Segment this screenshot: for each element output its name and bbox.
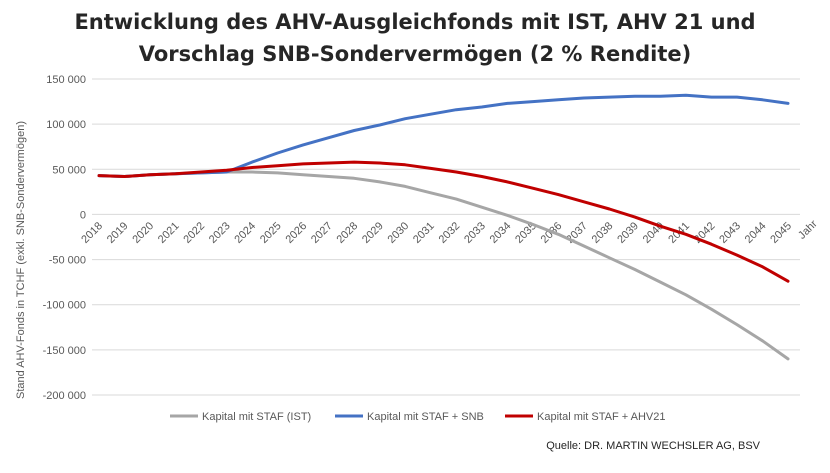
series-line-0 xyxy=(97,170,790,361)
legend-label-1: Kapital mit STAF + SNB xyxy=(367,411,484,423)
series-line-1 xyxy=(97,93,790,178)
x-tick-label: 2018 xyxy=(79,220,105,246)
x-tick-label: 2022 xyxy=(181,220,207,246)
x-tick-label: 2029 xyxy=(360,220,386,246)
x-tick-label: 2033 xyxy=(462,220,488,246)
y-tick-label: -50 000 xyxy=(49,255,86,267)
x-tick-label: 2026 xyxy=(283,220,309,246)
chart-title: Entwicklung des AHV-Ausgleichfonds mit I… xyxy=(0,6,830,70)
x-tick-label: 2043 xyxy=(717,220,743,246)
x-tick-label: 2044 xyxy=(743,220,769,246)
y-tick-label: -100 000 xyxy=(43,300,86,312)
series-line-2 xyxy=(97,160,790,283)
x-tick-label: 2020 xyxy=(130,220,156,246)
x-tick-label: 2024 xyxy=(232,220,258,246)
source-note: Quelle: DR. MARTIN WECHSLER AG, BSV xyxy=(546,440,760,452)
x-tick-label: 2025 xyxy=(258,220,284,246)
x-tick-label: 2027 xyxy=(309,220,335,246)
x-tick-label: 2021 xyxy=(156,220,182,246)
x-tick-label: 2031 xyxy=(411,220,437,246)
x-axis-label: Jahr xyxy=(796,218,820,242)
x-tick-label: 2038 xyxy=(590,220,616,246)
x-tick-labels: 2018 2019 2020 2021 2022 2023 2024 2025 2026 2027… xyxy=(79,220,794,246)
x-tick-label: 2019 xyxy=(105,220,131,246)
chart-title-line-1: Entwicklung des AHV-Ausgleichfonds mit I… xyxy=(74,10,756,34)
y-axis-label: Stand AHV-Fonds in TCHF (exkl. SNB-Sonde… xyxy=(15,121,27,399)
y-tick-label: 0 xyxy=(80,209,86,221)
chart-title-line-2: Vorschlag SNB-Sondervermögen (2 % Rendit… xyxy=(138,42,692,66)
x-tick-label: 2030 xyxy=(386,220,412,246)
legend-label-0: Kapital mit STAF (IST) xyxy=(202,411,311,423)
legend-label-2: Kapital mit STAF + AHV21 xyxy=(537,411,666,423)
legend: Kapital mit STAF (IST) Kapital mit STAF +… xyxy=(170,411,666,423)
y-tick-label: -150 000 xyxy=(43,345,86,357)
y-tick-label: -200 000 xyxy=(43,390,86,402)
y-tick-labels: 150 000 100 000 50 000 0 -50 000 -100 000 -150… xyxy=(43,74,86,402)
x-tick-label: 2023 xyxy=(207,220,233,246)
x-tick-label: 2032 xyxy=(437,220,463,246)
y-tick-label: 100 000 xyxy=(46,119,86,131)
x-tick-label: 2039 xyxy=(615,220,641,246)
x-tick-label: 2028 xyxy=(335,220,361,246)
x-tick-label: 2034 xyxy=(488,220,514,246)
series-lines xyxy=(97,93,790,361)
y-tick-label: 150 000 xyxy=(46,74,86,86)
x-tick-label: 2045 xyxy=(768,220,794,246)
y-tick-label: 50 000 xyxy=(52,164,86,176)
